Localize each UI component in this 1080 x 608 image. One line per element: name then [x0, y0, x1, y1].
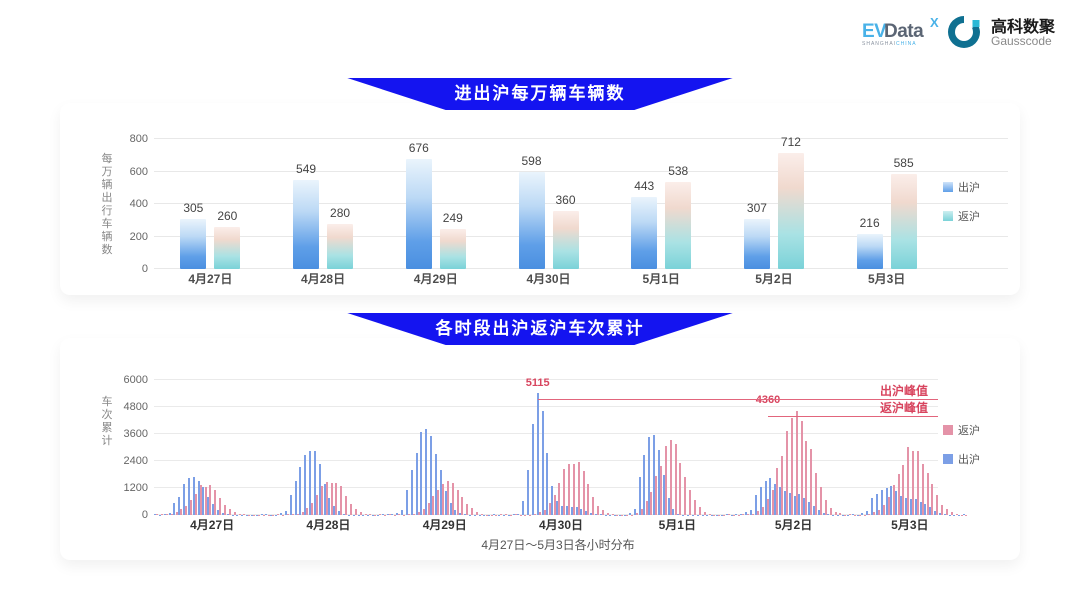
svg-text:Gausscode: Gausscode [991, 34, 1052, 48]
svg-text:CHINA: CHINA [896, 41, 917, 47]
svg-text:X: X [930, 15, 939, 30]
svg-text:Data: Data [884, 21, 924, 42]
svg-text:SHANGHAI: SHANGHAI [862, 41, 896, 47]
